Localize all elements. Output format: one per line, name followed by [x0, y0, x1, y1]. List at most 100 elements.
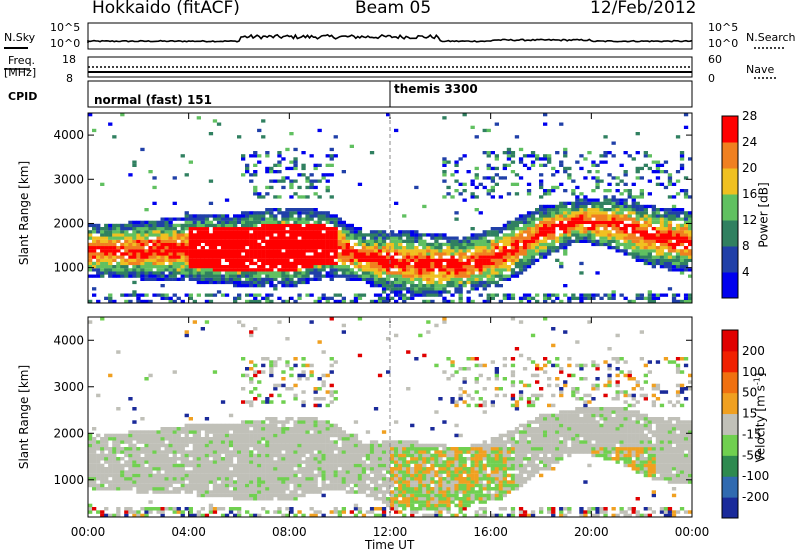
power-cell — [659, 214, 665, 218]
power-cell — [406, 233, 411, 237]
power-cell — [591, 214, 596, 218]
power-cell — [148, 299, 153, 304]
power-cell — [281, 299, 286, 304]
power-cell — [192, 223, 197, 228]
power-cell — [196, 116, 201, 120]
power-cell — [176, 255, 181, 259]
power-cell — [233, 299, 238, 304]
velocity-cell — [120, 470, 125, 474]
power-cell — [265, 217, 270, 221]
power-cell — [414, 255, 419, 259]
power-cell — [647, 214, 652, 218]
power-cell — [164, 230, 169, 234]
power-cell — [152, 252, 157, 256]
power-cell — [406, 249, 411, 253]
power-cell — [434, 236, 439, 240]
power-cell — [305, 239, 310, 243]
power-cell — [410, 230, 415, 234]
velocity-cell — [261, 463, 266, 468]
velocity-cell — [100, 483, 105, 488]
velocity-cell — [220, 460, 226, 464]
velocity-cell — [196, 467, 201, 471]
power-cell — [269, 242, 274, 247]
velocity-cell — [220, 483, 226, 488]
power-cell — [547, 252, 552, 256]
power-cell — [212, 236, 218, 240]
power-cell — [317, 268, 322, 272]
power-cell — [470, 255, 475, 259]
velocity-cell — [196, 470, 201, 474]
power-cell — [301, 227, 306, 231]
power-cell — [679, 258, 685, 262]
power-cell — [414, 249, 419, 253]
power-cell — [494, 268, 499, 272]
velocity-cell — [128, 467, 133, 471]
power-cell — [547, 296, 552, 300]
colorbar-segment — [722, 246, 738, 273]
power-cell — [164, 239, 169, 243]
power-cell — [510, 220, 516, 224]
power-cell — [212, 252, 218, 256]
velocity-cell — [88, 457, 93, 461]
power-cell — [317, 277, 322, 281]
velocity-cell — [233, 463, 238, 468]
power-cell — [132, 261, 137, 266]
velocity-cell — [341, 453, 346, 458]
power-cell — [172, 293, 177, 297]
power-cell — [514, 236, 520, 240]
velocity-cell — [277, 430, 282, 434]
velocity-cell — [120, 433, 125, 438]
power-cell — [675, 227, 681, 231]
power-cell — [535, 293, 540, 297]
power-cell — [671, 208, 677, 212]
power-cell — [192, 246, 197, 250]
power-cell — [377, 230, 383, 234]
velocity-cell — [132, 407, 137, 411]
power-cell — [100, 258, 105, 262]
power-cell — [643, 252, 648, 256]
power-cell — [478, 284, 483, 288]
power-cell — [454, 249, 459, 253]
velocity-cell — [353, 503, 359, 508]
velocity-cell — [172, 477, 177, 481]
velocity-cell — [140, 440, 145, 444]
power-cell — [663, 239, 669, 243]
power-cell — [192, 261, 197, 266]
power-cell — [325, 258, 330, 262]
velocity-cell — [357, 487, 363, 491]
power-cell — [224, 277, 230, 281]
power-cell — [237, 220, 242, 224]
colorbar-segment — [722, 116, 738, 143]
power-cell — [285, 147, 290, 152]
velocity-cell — [317, 423, 322, 428]
power-cell — [285, 284, 290, 288]
velocity-cell — [345, 477, 350, 481]
velocity-cell — [285, 467, 290, 471]
velocity-cell — [237, 490, 242, 494]
power-cell — [160, 223, 165, 228]
velocity-cell — [96, 460, 101, 464]
velocity-cell — [184, 423, 189, 428]
velocity-cell — [281, 400, 286, 404]
velocity-cell — [100, 457, 105, 461]
velocity-cell — [241, 483, 246, 488]
velocity-cell — [353, 477, 359, 481]
power-cell — [442, 268, 447, 272]
power-cell — [309, 268, 314, 272]
power-cell — [112, 230, 117, 234]
power-cell — [526, 239, 532, 243]
velocity-cell — [192, 477, 197, 481]
power-cell — [148, 274, 153, 278]
velocity-cell — [357, 460, 363, 464]
power-cell — [269, 220, 274, 224]
power-cell — [224, 249, 230, 253]
velocity-cell — [341, 430, 346, 434]
velocity-cell — [249, 453, 254, 458]
power-cell — [410, 249, 415, 253]
power-cell — [108, 233, 113, 237]
power-cell — [100, 236, 105, 240]
velocity-cell — [285, 463, 290, 468]
velocity-cell — [281, 513, 286, 518]
power-cell — [522, 268, 528, 272]
velocity-cell — [253, 470, 258, 474]
